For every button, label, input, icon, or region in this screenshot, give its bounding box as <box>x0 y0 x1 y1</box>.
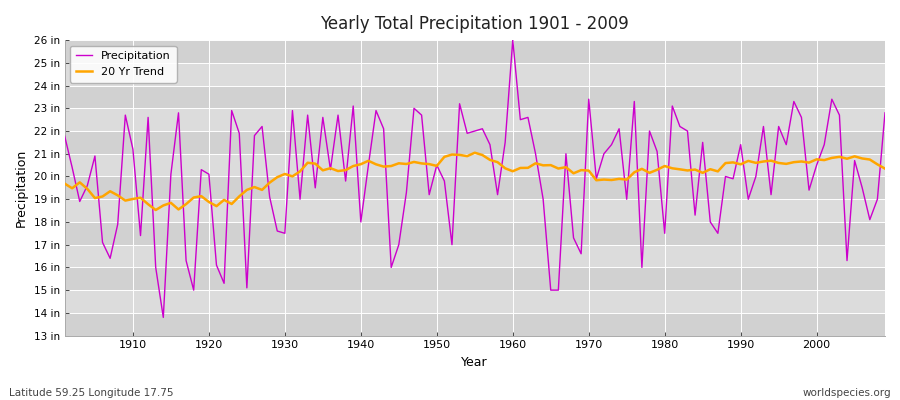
Precipitation <box>523 115 534 120</box>
Text: Latitude 59.25 Longitude 17.75: Latitude 59.25 Longitude 17.75 <box>9 388 174 398</box>
X-axis label: Year: Year <box>462 356 488 369</box>
20 Yr Trend <box>294 169 305 174</box>
Line: 20 Yr Trend: 20 Yr Trend <box>65 153 885 210</box>
Precipitation <box>508 38 518 42</box>
Precipitation <box>614 126 625 131</box>
Bar <box>65 313 885 336</box>
20 Yr Trend <box>120 198 130 203</box>
20 Yr Trend <box>515 166 526 170</box>
Bar <box>65 40 885 63</box>
Precipitation <box>120 113 130 118</box>
Precipitation <box>340 179 351 184</box>
20 Yr Trend <box>470 150 481 155</box>
Text: worldspecies.org: worldspecies.org <box>803 388 891 398</box>
20 Yr Trend <box>523 166 534 170</box>
Y-axis label: Precipitation: Precipitation <box>15 149 28 227</box>
Precipitation <box>59 133 70 138</box>
Bar <box>65 86 885 108</box>
Precipitation <box>294 197 305 202</box>
Bar <box>65 267 885 290</box>
Precipitation <box>158 315 168 320</box>
Line: Precipitation: Precipitation <box>65 40 885 318</box>
Legend: Precipitation, 20 Yr Trend: Precipitation, 20 Yr Trend <box>70 46 176 82</box>
20 Yr Trend <box>59 181 70 186</box>
Bar <box>65 222 885 245</box>
20 Yr Trend <box>150 208 161 212</box>
Bar <box>65 131 885 154</box>
Title: Yearly Total Precipitation 1901 - 2009: Yearly Total Precipitation 1901 - 2009 <box>320 15 629 33</box>
Bar <box>65 176 885 199</box>
Precipitation <box>879 110 890 115</box>
20 Yr Trend <box>879 166 890 171</box>
20 Yr Trend <box>614 176 625 181</box>
Precipitation <box>515 117 526 122</box>
20 Yr Trend <box>340 168 351 172</box>
